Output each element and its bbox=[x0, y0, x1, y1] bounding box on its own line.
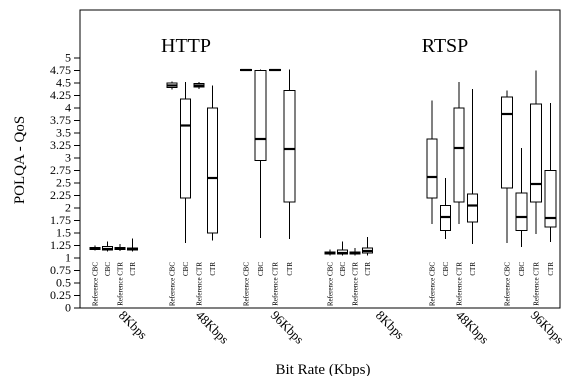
box-iqr bbox=[453, 107, 465, 203]
series-label: CBC bbox=[339, 262, 347, 276]
series-label: Reference CBC bbox=[169, 262, 177, 306]
box-http-8kbps-cbc bbox=[102, 241, 113, 252]
box-series bbox=[89, 68, 557, 256]
box-http-48kbps-reference-ctr bbox=[193, 82, 205, 89]
y-tick-label: 0.5 bbox=[56, 276, 71, 290]
series-label: Reference CTR bbox=[456, 262, 464, 306]
y-tick-label: 1.25 bbox=[50, 238, 71, 252]
box-http-8kbps-reference-ctr bbox=[114, 244, 126, 251]
box-rtsp-8kbps-ctr bbox=[362, 237, 373, 256]
y-tick-label: 3.25 bbox=[50, 138, 71, 152]
box-rtsp-96kbps-cbc bbox=[515, 148, 528, 247]
y-tick-label: 0.75 bbox=[50, 263, 71, 277]
box-http-8kbps-ctr bbox=[127, 238, 138, 252]
y-tick-label: 1.5 bbox=[56, 226, 71, 240]
y-tick-label: 3.75 bbox=[50, 113, 71, 127]
y-axis: 00.250.50.7511.251.51.7522.252.52.7533.2… bbox=[50, 51, 80, 315]
box-iqr bbox=[530, 103, 542, 203]
box-rtsp-48kbps-reference-cbc bbox=[426, 100, 438, 224]
y-tick-label: 2.5 bbox=[56, 176, 71, 190]
series-label: Reference CBC bbox=[92, 262, 100, 306]
series-label: Reference CTR bbox=[117, 262, 125, 306]
box-rtsp-96kbps-reference-cbc bbox=[501, 90, 513, 243]
bitrate-label-http-8kbps: 8Kbps bbox=[116, 308, 151, 343]
box-iqr bbox=[467, 193, 478, 223]
box-http-48kbps-ctr bbox=[207, 85, 218, 241]
series-label: CTR bbox=[209, 262, 217, 276]
series-label: Reference CTR bbox=[352, 262, 360, 306]
series-label: CTR bbox=[286, 262, 294, 276]
box-iqr bbox=[501, 96, 513, 189]
box-http-8kbps-reference-cbc bbox=[89, 245, 101, 251]
box-rtsp-96kbps-ctr bbox=[544, 103, 557, 242]
box-rtsp-8kbps-reference-ctr bbox=[349, 248, 361, 256]
box-http-48kbps-cbc bbox=[180, 82, 191, 243]
y-tick-label: 3.5 bbox=[56, 126, 71, 140]
series-label: Reference CTR bbox=[272, 262, 280, 306]
series-label: Reference CTR bbox=[533, 262, 541, 306]
box-http-96kbps-ctr bbox=[283, 69, 296, 239]
box-iqr bbox=[207, 107, 218, 234]
box-iqr bbox=[180, 98, 191, 199]
y-tick-label: 5 bbox=[65, 51, 71, 65]
y-tick-label: 2.25 bbox=[50, 188, 71, 202]
series-label: Reference CTR bbox=[196, 262, 204, 306]
x-axis-label: Bit Rate (Kbps) bbox=[276, 362, 371, 376]
box-rtsp-48kbps-cbc bbox=[440, 178, 451, 239]
bitrate-label-rtsp-8kbps: 8Kbps bbox=[373, 308, 408, 343]
series-label: Reference CBC bbox=[243, 262, 251, 306]
series-label: CTR bbox=[129, 262, 137, 276]
box-iqr bbox=[426, 138, 438, 199]
series-label: CBC bbox=[182, 262, 190, 276]
series-label: Reference CBC bbox=[429, 262, 437, 306]
y-tick-label: 4.5 bbox=[56, 76, 71, 90]
panel-title-http: HTTP bbox=[161, 35, 211, 57]
y-tick-label: 1.75 bbox=[50, 213, 71, 227]
y-tick-label: 2.75 bbox=[50, 163, 71, 177]
box-http-48kbps-reference-cbc bbox=[166, 81, 178, 90]
box-rtsp-48kbps-ctr bbox=[467, 89, 478, 244]
y-axis-label: POLQA - QoS bbox=[12, 116, 28, 204]
bitrate-label-http-96kbps: 96Kbps bbox=[268, 308, 307, 347]
box-iqr bbox=[515, 192, 528, 231]
box-http-96kbps-reference-ctr bbox=[269, 68, 281, 72]
series-label: CTR bbox=[469, 262, 477, 276]
box-iqr bbox=[254, 70, 267, 161]
series-label: CBC bbox=[104, 262, 112, 276]
panel-title-rtsp: RTSP bbox=[422, 35, 469, 57]
bitrate-label-http-48kbps: 48Kbps bbox=[193, 308, 232, 347]
box-http-96kbps-reference-cbc bbox=[240, 68, 252, 72]
series-label: Reference CBC bbox=[504, 262, 512, 306]
series-label: CBC bbox=[518, 262, 526, 276]
series-label: Reference CBC bbox=[327, 262, 335, 306]
series-label: CTR bbox=[547, 262, 555, 276]
box-http-96kbps-cbc bbox=[254, 69, 267, 238]
y-tick-label: 4.25 bbox=[50, 88, 71, 102]
box-rtsp-48kbps-reference-ctr bbox=[453, 82, 465, 224]
y-tick-label: 0.25 bbox=[50, 288, 71, 302]
bitrate-label-rtsp-48kbps: 48Kbps bbox=[453, 308, 492, 347]
y-tick-label: 2 bbox=[65, 201, 71, 215]
bitrate-label-rtsp-96kbps: 96Kbps bbox=[528, 308, 567, 347]
y-tick-label: 3 bbox=[65, 151, 71, 165]
series-labels: Reference CBC CBC Reference CTR CTR Referenc… bbox=[92, 262, 556, 306]
box-rtsp-96kbps-reference-ctr bbox=[530, 70, 542, 234]
series-label: CBC bbox=[442, 262, 450, 276]
box-rtsp-8kbps-reference-cbc bbox=[324, 249, 336, 256]
y-tick-label: 4 bbox=[65, 101, 71, 115]
box-iqr bbox=[283, 90, 296, 203]
box-iqr bbox=[544, 170, 557, 228]
series-label: CBC bbox=[257, 262, 265, 276]
y-tick-label: 1 bbox=[65, 251, 71, 265]
box-rtsp-8kbps-cbc bbox=[337, 241, 348, 256]
bitrate-labels: 8Kbps 48Kbps 96Kbps 8Kbps 48Kbps 96Kbps bbox=[116, 308, 567, 347]
plot-frame bbox=[79, 9, 561, 309]
series-label: CTR bbox=[364, 262, 372, 276]
y-tick-label: 0 bbox=[65, 301, 71, 315]
y-tick-label: 4.75 bbox=[50, 63, 71, 77]
